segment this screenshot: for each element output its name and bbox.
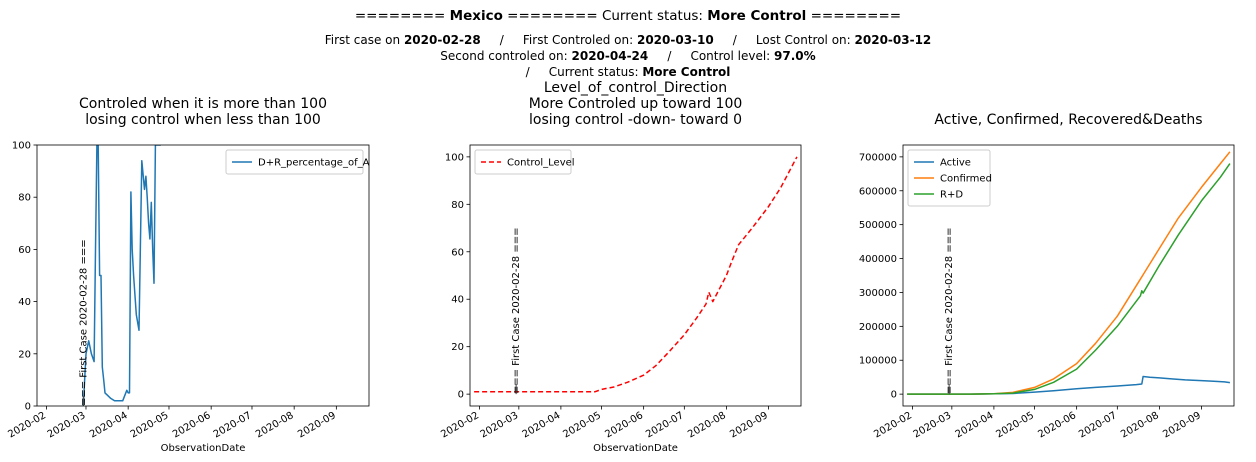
chart-title-line: Controled when it is more than 100 — [79, 96, 327, 112]
chart-title-line: More Controled up toward 100 — [529, 96, 743, 112]
x-tick-label: 2020-07 — [1077, 410, 1119, 440]
y-tick-label: 40 — [451, 295, 464, 306]
y-tick-label: 40 — [18, 297, 31, 308]
x-tick-label: 2020-05 — [129, 410, 171, 440]
y-tick-label: 300000 — [859, 288, 897, 299]
chart-1: Controled when it is more than 100losing… — [6, 96, 369, 454]
y-tick-label: 0 — [891, 390, 897, 401]
y-tick-label: 100 — [445, 152, 464, 163]
chart-title-line: losing control -down- toward 0 — [529, 112, 742, 128]
legend: Active Confirmed R+D — [907, 149, 992, 207]
y-tick-label: 80 — [451, 200, 464, 211]
x-tick-label: 2020-09 — [1161, 410, 1203, 440]
x-tick-label: 2020-02 — [872, 410, 914, 440]
summary-line-2: Second controled on: 2020-04-24 / Contro… — [440, 49, 816, 63]
y-tick-label: 100 — [12, 141, 31, 152]
y-tick-label: 0 — [458, 390, 464, 401]
legend-label: D+R_percentage_of_A — [258, 158, 370, 169]
y-tick-label: 80 — [18, 193, 31, 204]
x-axis-label: ObservationDate — [161, 443, 246, 454]
x-tick-label: 2020-05 — [994, 410, 1036, 440]
first-case-annotation: === First Case 2020-02-28 === — [511, 228, 522, 395]
y-tick-label: 100000 — [859, 356, 897, 367]
x-axis-label: ObservationDate — [593, 443, 678, 454]
x-tick-label: 2020-02 — [6, 410, 48, 440]
x-tick-label: 2020-03 — [46, 410, 88, 440]
y-tick-label: 60 — [18, 245, 31, 256]
legend-box — [225, 149, 364, 175]
plot-area — [907, 151, 1231, 395]
y-tick-label: 0 — [25, 402, 31, 413]
x-tick-label: 2020-09 — [296, 410, 338, 440]
current-status: More Control — [707, 8, 807, 24]
y-tick-label: 60 — [451, 247, 464, 258]
legend-box — [474, 149, 572, 175]
y-tick-label: 400000 — [859, 254, 897, 265]
x-tick-label: 2020-02 — [439, 410, 481, 440]
first-case-annotation: === First Case 2020-02-28 === — [944, 228, 955, 395]
y-tick-label: 200000 — [859, 322, 897, 333]
series-line-d-r-percentage-of-a — [82, 145, 161, 406]
x-tick-label: 2020-05 — [561, 410, 603, 440]
chart-3: Active, Confirmed, Recovered&Deaths 0 1000… — [859, 112, 1235, 440]
x-tick-label: 2020-08 — [1119, 410, 1161, 440]
y-tick-label: 500000 — [859, 220, 897, 231]
legend-box — [907, 149, 991, 207]
x-tick-label: 2020-06 — [171, 410, 213, 440]
plot-area — [82, 145, 161, 406]
x-tick-label: 2020-04 — [521, 410, 563, 440]
x-tick-label: 2020-04 — [88, 410, 130, 440]
legend: D+R_percentage_of_A — [225, 149, 370, 175]
y-tick-label: 700000 — [859, 152, 897, 163]
legend-label: R+D — [940, 190, 963, 201]
summary-line-1: First case on 2020-02-28 / First Control… — [324, 33, 932, 47]
y-tick-label: 20 — [18, 349, 31, 360]
y-tick-label: 20 — [451, 342, 464, 353]
legend-label: Confirmed — [940, 174, 992, 185]
x-tick-label: 2020-04 — [954, 410, 996, 440]
axes-frame — [902, 144, 1235, 407]
x-tick-label: 2020-08 — [254, 410, 296, 440]
series-line-r-d — [907, 163, 1231, 395]
y-tick-label: 600000 — [859, 186, 897, 197]
x-tick-label: 2020-03 — [912, 410, 954, 440]
axes-frame — [469, 144, 802, 407]
chart-title-line: Level_of_control_Direction — [544, 80, 727, 96]
country-name: Mexico — [449, 8, 503, 24]
series-line-active — [907, 375, 1230, 395]
legend: Control_Level — [474, 149, 575, 175]
legend-label: Control_Level — [507, 158, 575, 169]
chart-title-line: Active, Confirmed, Recovered&Deaths — [934, 112, 1202, 128]
chart-title-line: losing control when less than 100 — [85, 112, 321, 128]
legend-label: Active — [940, 158, 971, 169]
plot-area — [474, 156, 798, 393]
series-line-control-level — [474, 156, 798, 393]
x-tick-label: 2020-03 — [479, 410, 521, 440]
x-tick-label: 2020-06 — [1036, 410, 1078, 440]
summary-line-3: / Current status: More Control — [525, 65, 731, 79]
x-tick-label: 2020-07 — [644, 410, 686, 440]
figure-title: ======== Mexico ======== Current status:… — [354, 8, 902, 24]
first-case-annotation: === First Case 2020-02-28 === — [78, 239, 89, 406]
x-tick-label: 2020-06 — [603, 410, 645, 440]
x-tick-label: 2020-07 — [212, 410, 254, 440]
x-tick-label: 2020-09 — [728, 410, 770, 440]
axes-frame — [36, 144, 370, 407]
x-tick-label: 2020-08 — [686, 410, 728, 440]
